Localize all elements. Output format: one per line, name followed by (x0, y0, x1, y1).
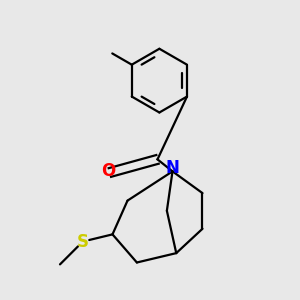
Text: O: O (101, 162, 115, 180)
Text: S: S (76, 233, 88, 251)
Text: N: N (166, 159, 179, 177)
